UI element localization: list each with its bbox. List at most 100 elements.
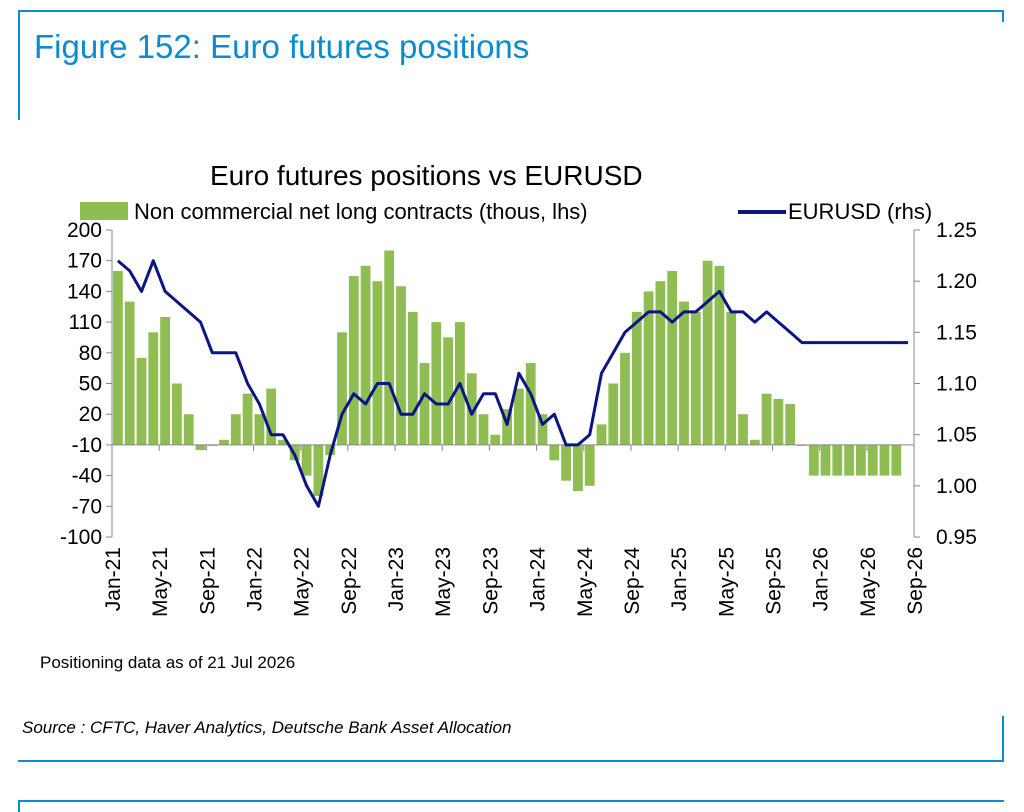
figure-title: Figure 152: Euro futures positions [34, 28, 530, 65]
bar [808, 444, 819, 476]
x-axis-tick-label: Sep-23 [479, 547, 502, 615]
bar [348, 276, 359, 445]
bar [749, 439, 760, 445]
legend-label-bars: Non commercial net long contracts (thous… [134, 199, 588, 224]
x-axis-tick-label: Jan-21 [102, 547, 125, 611]
bar [608, 383, 619, 445]
frame-right-border [1002, 716, 1004, 760]
bar [785, 404, 796, 445]
x-axis-tick-label: May-24 [574, 547, 597, 617]
bar [490, 434, 501, 445]
bar [820, 444, 831, 476]
bar [761, 393, 772, 445]
bar [113, 270, 123, 445]
bar [230, 414, 241, 445]
x-axis-tick-label: Sep-21 [196, 547, 219, 615]
right-axis-tick-label: 1.25 [936, 219, 977, 242]
bar [584, 444, 595, 486]
right-axis-tick-label: 1.00 [936, 475, 977, 498]
bar [254, 414, 265, 445]
bar [643, 291, 654, 445]
bar [525, 363, 536, 445]
bar [832, 444, 843, 476]
bar [573, 444, 583, 491]
bar [667, 270, 678, 445]
x-axis-tick-label: Jan-26 [810, 547, 833, 611]
positioning-footnote: Positioning data as of 21 Jul 2026 [40, 653, 296, 672]
next-figure-border [18, 800, 1004, 802]
frame-right-top-border [1002, 10, 1004, 22]
bar [242, 393, 253, 445]
x-axis-tick-label: Sep-25 [763, 547, 786, 615]
eurusd-line [116, 259, 909, 508]
chart-legend: Non commercial net long contracts (thous… [80, 199, 980, 229]
left-axis-tick-label: -100 [60, 526, 102, 549]
bar [136, 357, 147, 445]
bar [714, 265, 725, 445]
x-axis-tick-label: Jan-25 [668, 547, 691, 611]
bar [738, 414, 748, 445]
bar [148, 332, 159, 445]
bar [384, 250, 395, 445]
bar [690, 311, 701, 445]
left-axis-tick-label: 200 [67, 219, 102, 242]
bar [478, 414, 489, 445]
legend-swatch-bars [80, 202, 128, 220]
bar [514, 388, 524, 445]
left-axis-tick-label: 20 [79, 403, 102, 426]
x-axis-tick-label: May-23 [432, 547, 455, 617]
right-axis-tick-label: 1.15 [936, 321, 977, 344]
bar [856, 444, 866, 476]
bar [867, 444, 878, 476]
bar [337, 332, 347, 445]
bar [407, 311, 418, 445]
bar [466, 373, 477, 445]
bar [844, 444, 854, 476]
bar [431, 322, 442, 445]
bar [773, 398, 784, 445]
source-note: Source : CFTC, Haver Analytics, Deutsche… [22, 718, 512, 737]
legend-label-line: EURUSD (rhs) [788, 199, 933, 224]
bar-series [113, 250, 902, 497]
right-axis-tick-label: 1.20 [936, 270, 977, 293]
bar [502, 409, 512, 445]
x-axis-tick-label: May-25 [715, 547, 738, 617]
bar [537, 414, 548, 445]
bar [160, 317, 170, 445]
bar [549, 444, 560, 461]
x-axis-tick-label: Sep-26 [904, 547, 927, 615]
line-series [116, 259, 909, 508]
bar [891, 444, 902, 476]
bar [183, 414, 194, 445]
bar [124, 301, 135, 445]
frame-left-border [18, 10, 20, 120]
bar [360, 265, 371, 445]
left-axis-tick-label: -40 [72, 465, 102, 488]
bar [372, 281, 383, 445]
bar [679, 301, 689, 445]
bar [726, 311, 737, 445]
bar [219, 439, 229, 445]
left-axis-tick-label: -70 [72, 495, 102, 518]
left-axis-tick-label: 80 [79, 342, 102, 365]
bar [655, 281, 666, 445]
bar [419, 363, 430, 445]
bar [396, 286, 406, 445]
legend-swatch-line [738, 210, 786, 214]
frame-bottom-border [18, 760, 1004, 762]
x-axis-tick-label: Sep-22 [338, 547, 361, 615]
bar [631, 311, 642, 445]
left-axis-tick-label: -10 [72, 434, 102, 457]
right-axis-tick-label: 1.05 [936, 424, 977, 447]
left-axis-tick-label: 140 [67, 280, 102, 303]
chart-title: Euro futures positions vs EURUSD [210, 160, 643, 191]
bar [266, 388, 277, 445]
left-axis-tick-label: 170 [67, 250, 102, 273]
x-axis-tick-label: May-26 [857, 547, 880, 617]
x-axis-tick-label: Sep-24 [621, 547, 644, 615]
bar [620, 352, 630, 445]
left-axis-tick-label: 50 [79, 373, 102, 396]
x-axis-tick-label: May-22 [291, 547, 314, 617]
right-axis-tick-label: 1.10 [936, 373, 977, 396]
bar [596, 424, 607, 445]
